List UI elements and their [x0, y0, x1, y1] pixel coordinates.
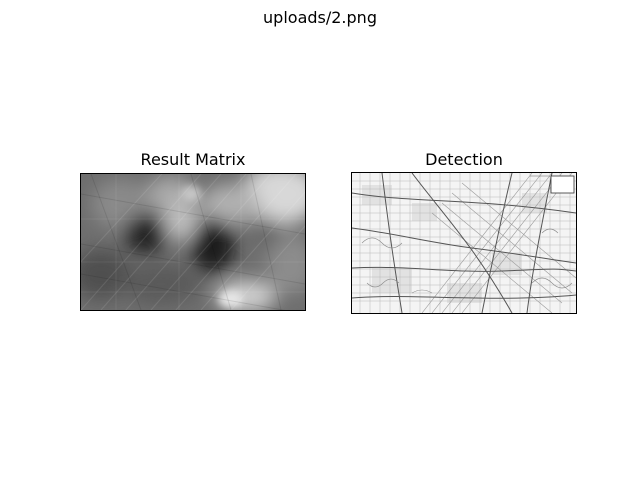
figure-title: uploads/2.png: [263, 8, 377, 27]
detection-box: [550, 175, 575, 194]
result-matrix-image: [81, 174, 305, 310]
detection-panel: [351, 172, 577, 314]
result-matrix-title: Result Matrix: [140, 150, 246, 169]
detection-map-image: [352, 173, 576, 313]
result-matrix-panel: [80, 173, 306, 311]
detection-title: Detection: [425, 150, 503, 169]
